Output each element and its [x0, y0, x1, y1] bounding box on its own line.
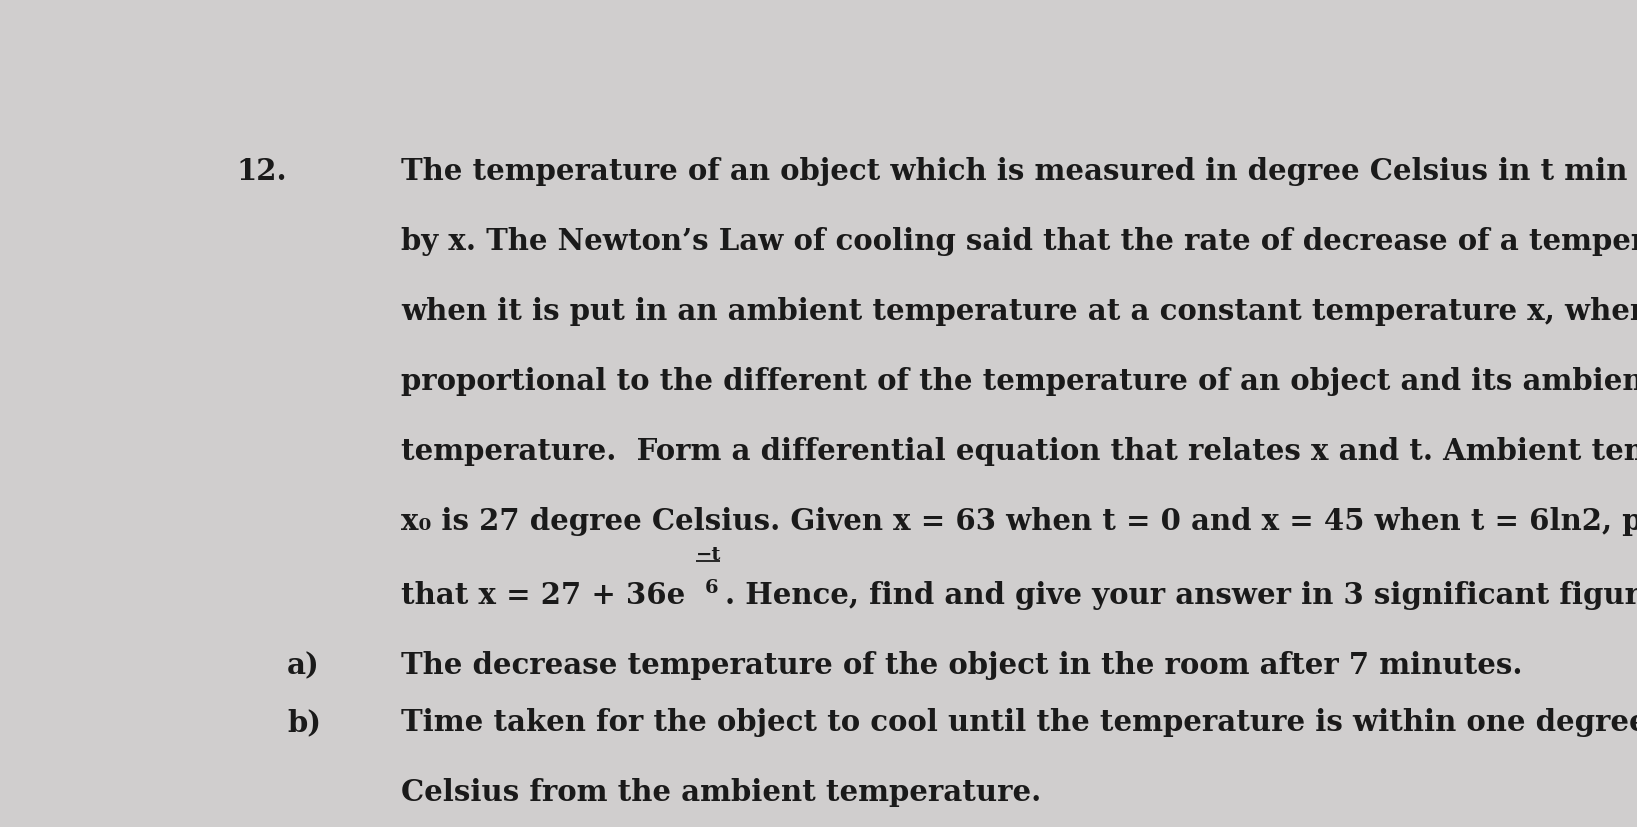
Text: Time taken for the object to cool until the temperature is within one degree: Time taken for the object to cool until …: [401, 707, 1637, 736]
Text: 12.: 12.: [236, 156, 286, 185]
Text: temperature.  Form a differential equation that relates x and t. Ambient tempera: temperature. Form a differential equatio…: [401, 437, 1637, 466]
Text: Celsius from the ambient temperature.: Celsius from the ambient temperature.: [401, 777, 1041, 806]
Text: The decrease temperature of the object in the room after 7 minutes.: The decrease temperature of the object i…: [401, 650, 1522, 679]
Text: . Hence, find and give your answer in 3 significant figures.: . Hence, find and give your answer in 3 …: [725, 580, 1637, 609]
Text: a): a): [286, 650, 319, 679]
Text: The temperature of an object which is measured in degree Celsius in t min is den: The temperature of an object which is me…: [401, 156, 1637, 185]
Text: that x = 27 + 36e: that x = 27 + 36e: [401, 580, 686, 609]
Text: x₀ is 27 degree Celsius. Given x = 63 when t = 0 and x = 45 when t = 6ln2, proof: x₀ is 27 degree Celsius. Given x = 63 wh…: [401, 507, 1637, 536]
Text: b): b): [286, 707, 321, 736]
Text: by x. The Newton’s Law of cooling said that the rate of decrease of a temperatur: by x. The Newton’s Law of cooling said t…: [401, 227, 1637, 256]
Text: proportional to the different of the temperature of an object and its ambient: proportional to the different of the tem…: [401, 366, 1637, 395]
Text: when it is put in an ambient temperature at a constant temperature x, when x₁<x : when it is put in an ambient temperature…: [401, 297, 1637, 326]
Text: −t: −t: [696, 545, 720, 563]
Text: 6: 6: [704, 579, 719, 597]
